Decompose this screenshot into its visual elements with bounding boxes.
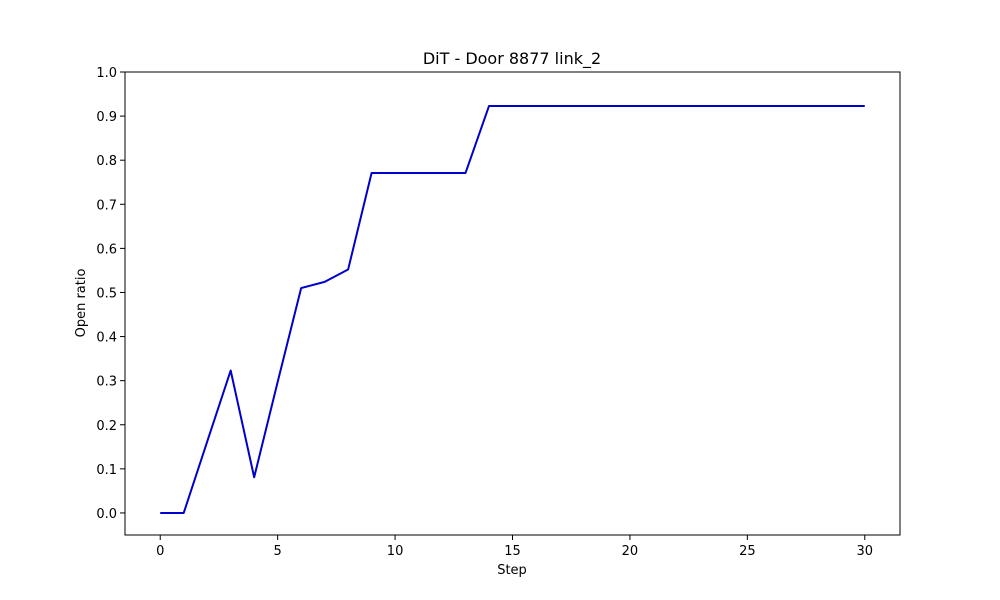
y-tick-label: 0.4: [96, 331, 117, 346]
x-axis: 0 5 10 15 20 25 30: [156, 535, 873, 559]
x-tick-label: 0: [156, 544, 164, 559]
series-line-0: [160, 104, 865, 514]
x-tick-label: 30: [856, 544, 873, 559]
y-tick-label: 0.9: [96, 110, 117, 125]
x-tick-label: 15: [504, 544, 521, 559]
plot-frame: [124, 71, 901, 536]
plot-area: [160, 104, 865, 514]
x-tick-label: 5: [274, 544, 282, 559]
x-axis-label: Step: [497, 563, 527, 578]
x-tick-label: 10: [387, 544, 404, 559]
x-tick-label: 25: [739, 544, 756, 559]
y-axis-label: Open ratio: [74, 269, 89, 338]
y-axis: 0.0 0.1 0.2 0.3 0.4 0.5 0.6 0.7 0.8 0.9 1.0: [96, 66, 125, 522]
y-tick-label: 1.0: [96, 66, 117, 81]
x-tick-label: 20: [622, 544, 639, 559]
chart-title: DiT - Door 8877 link_2: [423, 49, 601, 69]
y-tick-label: 0.1: [96, 463, 117, 478]
y-tick-label: 0.6: [96, 242, 117, 257]
y-tick-label: 0.0: [96, 507, 117, 522]
y-tick-label: 0.5: [96, 286, 117, 301]
y-tick-label: 0.3: [96, 375, 117, 390]
y-tick-label: 0.8: [96, 154, 117, 169]
y-tick-label: 0.2: [96, 419, 117, 434]
y-tick-label: 0.7: [96, 198, 117, 213]
